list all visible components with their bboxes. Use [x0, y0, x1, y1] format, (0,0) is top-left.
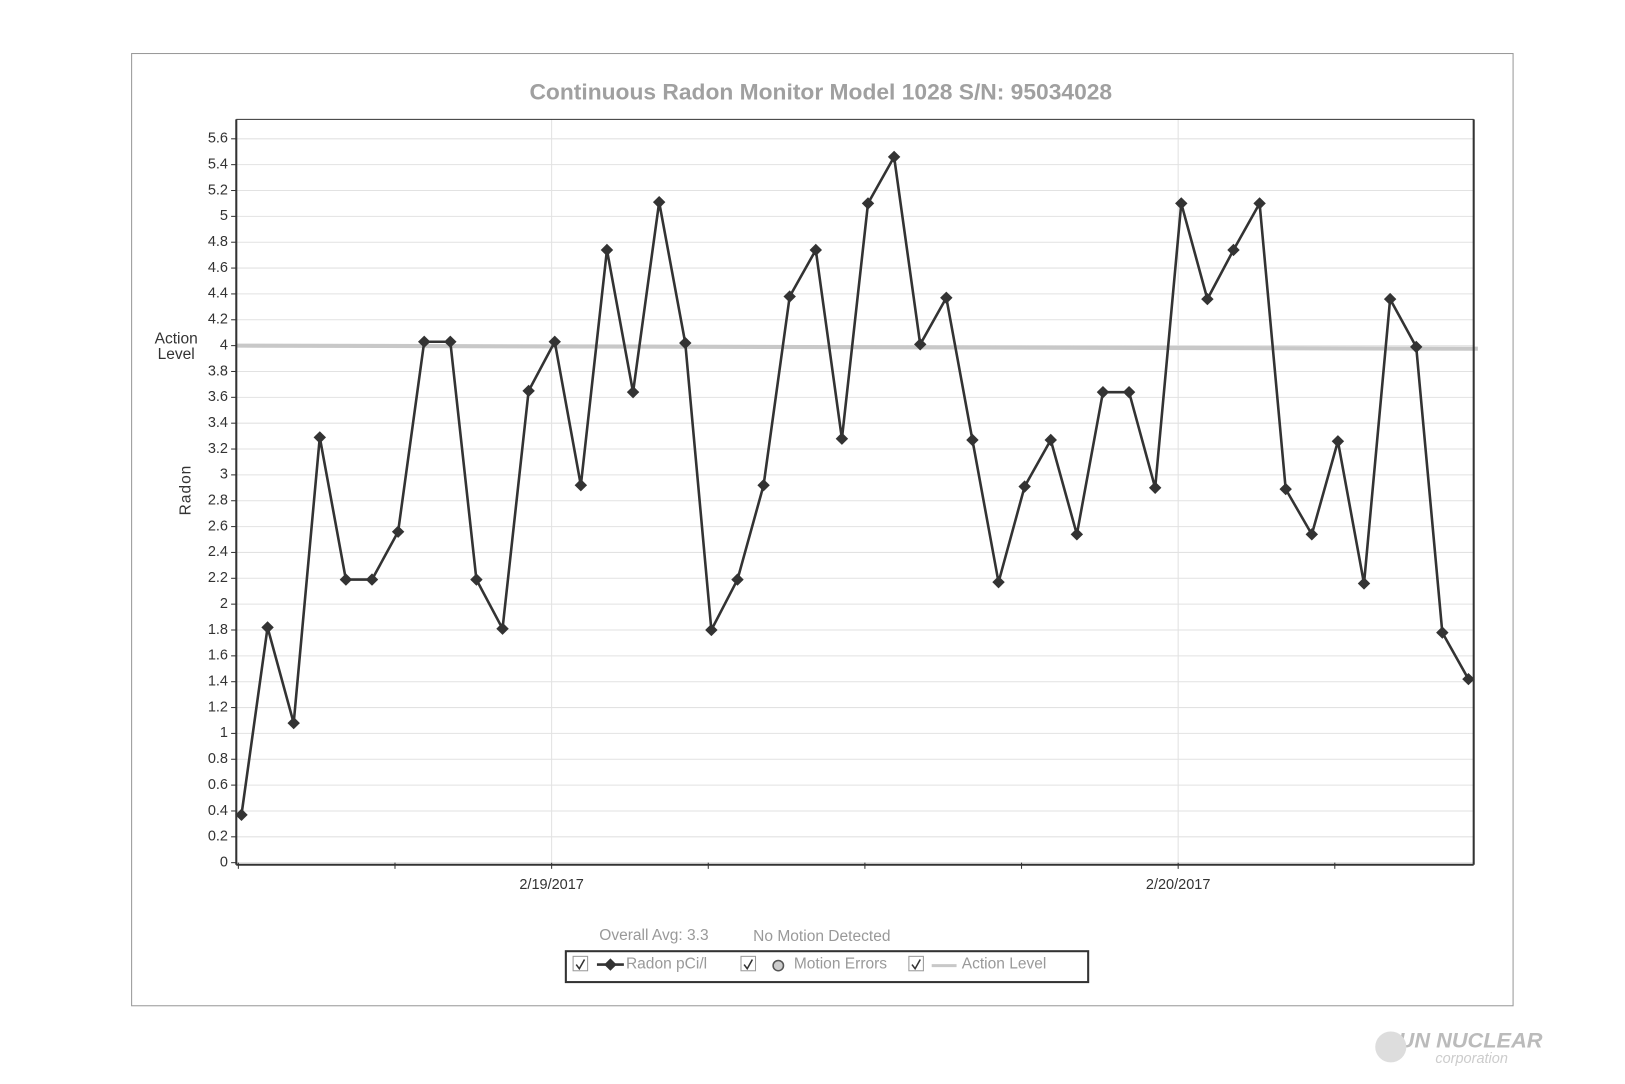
data-point — [705, 623, 718, 637]
legend-checkbox[interactable] — [572, 955, 589, 972]
data-point — [1436, 626, 1449, 639]
y-tick-label: 0.6 — [208, 777, 228, 793]
logo-icon — [1375, 1031, 1407, 1063]
y-tick-label: 0.8 — [208, 751, 228, 767]
legend-box — [564, 950, 1090, 984]
y-tick-label: 3.4 — [208, 415, 228, 431]
y-tick-label: 4.4 — [208, 286, 228, 302]
legend-label: Action Level — [962, 956, 1047, 973]
y-tick-label: 3.2 — [208, 441, 228, 457]
logo-name: SUN NUCLEAR — [1384, 1028, 1543, 1053]
data-point — [887, 150, 901, 164]
data-point — [235, 808, 248, 822]
data-point — [1253, 197, 1266, 210]
action-level-line — [236, 343, 1478, 351]
y-tick-label: 1.4 — [208, 674, 228, 690]
legend-checkbox[interactable] — [908, 955, 924, 972]
data-point — [861, 197, 875, 210]
data-point — [1383, 292, 1397, 306]
data-point — [809, 243, 823, 257]
action-level-label: Action Level — [155, 331, 198, 363]
y-tick-label: 3.8 — [208, 363, 228, 379]
data-point — [1175, 197, 1188, 210]
data-point — [365, 573, 379, 586]
y-tick-label: 4.2 — [208, 312, 228, 328]
y-tick-label: 0.2 — [208, 829, 228, 845]
legend-check — [911, 959, 921, 971]
chart-title: Continuous Radon Monitor Model 1028 S/N:… — [529, 79, 1112, 105]
y-tick-label: 5.4 — [208, 156, 228, 172]
legend-marker — [772, 959, 785, 972]
data-point — [1122, 385, 1136, 399]
data-point — [940, 291, 953, 304]
data-point — [679, 336, 692, 350]
data-point — [757, 479, 770, 492]
data-point — [1331, 435, 1345, 448]
y-tick-label: 4 — [220, 337, 228, 353]
legend-check — [743, 959, 754, 971]
data-point — [1227, 243, 1240, 257]
data-point — [391, 525, 405, 538]
y-tick-label: 2.2 — [208, 570, 228, 586]
data-point — [1148, 481, 1162, 494]
legend-checkbox[interactable] — [740, 955, 757, 972]
y-tick-label: 2.8 — [208, 493, 228, 509]
data-point — [966, 433, 979, 447]
data-point — [626, 385, 640, 399]
motion-status: No Motion Detected — [753, 928, 890, 945]
y-tick-label: 1.6 — [208, 648, 228, 664]
data-point — [313, 431, 327, 444]
data-point — [1410, 340, 1423, 354]
data-point — [522, 384, 535, 398]
data-point — [992, 575, 1005, 589]
y-tick-label: 1 — [220, 725, 228, 741]
x-tick-label: 2/19/2017 — [519, 877, 584, 893]
data-point — [470, 573, 483, 586]
y-tick-label: 5 — [220, 208, 228, 224]
data-point — [1070, 528, 1084, 541]
y-tick-label: 2 — [220, 596, 228, 612]
data-point — [1096, 385, 1110, 399]
data-point — [600, 243, 614, 257]
data-point — [652, 195, 666, 209]
legend-label: Motion Errors — [794, 956, 887, 973]
y-tick-label: 2.4 — [208, 544, 228, 560]
data-point — [496, 622, 509, 635]
y-tick-label: 4.6 — [208, 260, 228, 276]
data-point — [1305, 528, 1319, 541]
data-point — [914, 338, 927, 351]
data-point — [731, 573, 744, 586]
y-tick-label: 5.2 — [208, 182, 228, 198]
frame — [131, 53, 1514, 1007]
y-tick-label: 5.6 — [208, 131, 228, 147]
legend-label: Radon pCi/l — [626, 956, 707, 973]
overall-avg: Overall Avg: 3.3 — [599, 927, 708, 944]
data-point — [1462, 672, 1475, 686]
data-point — [1201, 292, 1214, 306]
plot-area — [236, 119, 1474, 863]
data-point — [574, 479, 588, 492]
data-point — [1279, 482, 1292, 496]
y-tick-label: 2.6 — [208, 518, 228, 534]
y-tick-label: 0 — [220, 855, 228, 871]
data-point — [1357, 577, 1371, 590]
logo-sub: corporation — [1435, 1051, 1508, 1067]
data-point — [548, 335, 561, 348]
y-axis-label: Radon — [178, 465, 195, 516]
y-tick-label: 1.2 — [208, 699, 228, 715]
legend-check — [575, 959, 586, 971]
y-tick-label: 4.8 — [208, 234, 228, 250]
x-tick-label: 2/20/2017 — [1146, 877, 1211, 893]
y-tick-label: 3.6 — [208, 389, 228, 405]
data-point — [783, 290, 796, 303]
y-tick-label: 3 — [220, 467, 228, 483]
y-tick-label: 1.8 — [208, 622, 228, 638]
data-point — [835, 432, 849, 445]
data-point — [339, 573, 353, 586]
y-tick-label: 0.4 — [208, 803, 228, 819]
legend-marker — [604, 958, 617, 971]
